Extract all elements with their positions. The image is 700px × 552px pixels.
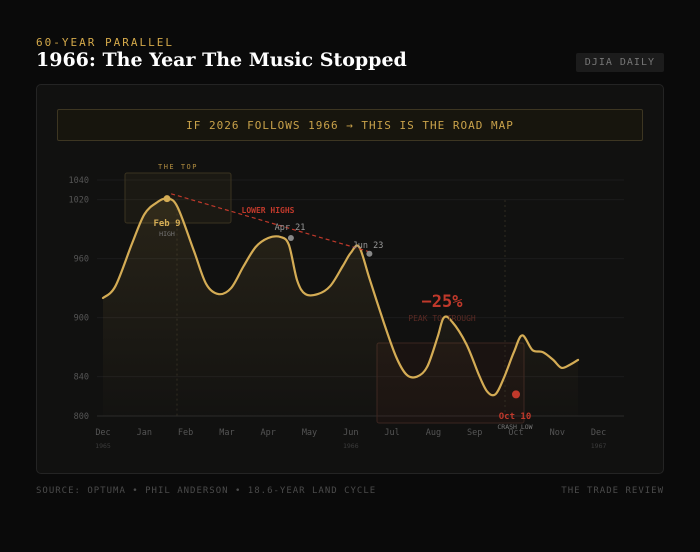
y-tick-label: 800 xyxy=(74,412,89,422)
x-tick-label: Jan xyxy=(137,428,152,438)
drawdown-sub-label: PEAK TO TROUGH xyxy=(408,314,476,323)
drawdown-value: −25% xyxy=(422,292,464,312)
y-tick-label: 900 xyxy=(74,314,89,324)
jun-date-label: Jun 23 xyxy=(353,241,384,251)
series-area xyxy=(103,198,578,416)
x-tick-label: Oct xyxy=(508,428,523,438)
apr-date-label: Apr 21 xyxy=(275,223,306,233)
brand-label: THE TRADE REVIEW xyxy=(561,486,664,496)
low-sub-label: CRASH LOW xyxy=(497,423,532,431)
x-tick-label: Sep xyxy=(467,428,482,438)
apr-high-point xyxy=(287,235,294,242)
x-tick-label: Dec xyxy=(591,428,606,438)
y-tick-label: 960 xyxy=(74,255,89,265)
y-tick-label: 840 xyxy=(74,373,89,383)
kicker: 60-YEAR PARALLEL xyxy=(36,36,174,49)
low-date-label: Oct 10 xyxy=(499,412,532,422)
top-zone-label: THE TOP xyxy=(158,163,198,171)
year-label: 1966 xyxy=(343,442,359,450)
x-tick-label: Jun xyxy=(343,428,358,438)
road-map-banner: IF 2026 FOLLOWS 1966 → THIS IS THE ROAD … xyxy=(57,109,643,141)
peak-date-label: Feb 9 xyxy=(153,219,180,229)
x-tick-label: Feb xyxy=(178,428,193,438)
jun-high-point xyxy=(366,250,373,257)
series-line xyxy=(101,197,580,397)
y-tick-label: 1040 xyxy=(69,176,89,186)
x-tick-label: Aug xyxy=(426,428,441,438)
source-badge: DJIA DAILY xyxy=(575,53,664,72)
x-tick-label: Jul xyxy=(384,428,399,438)
source-note: SOURCE: OPTUMA • PHIL ANDERSON • 18.6-YE… xyxy=(36,486,377,496)
x-tick-label: Dec xyxy=(95,428,110,438)
x-tick-label: Apr xyxy=(261,428,276,438)
y-tick-label: 1020 xyxy=(69,196,89,206)
x-tick-label: Nov xyxy=(550,428,565,438)
x-tick-label: Mar xyxy=(219,428,234,438)
year-label: 1967 xyxy=(591,442,607,450)
x-tick-label: May xyxy=(302,428,317,438)
peak-sub-label: HIGH xyxy=(159,230,175,238)
lower-highs-label: LOWER HIGHS xyxy=(242,206,295,215)
crash-low-point xyxy=(512,390,520,399)
peak-point xyxy=(163,195,171,203)
year-label: 1965 xyxy=(95,442,111,450)
page-title: 1966: The Year The Music Stopped xyxy=(36,49,407,71)
